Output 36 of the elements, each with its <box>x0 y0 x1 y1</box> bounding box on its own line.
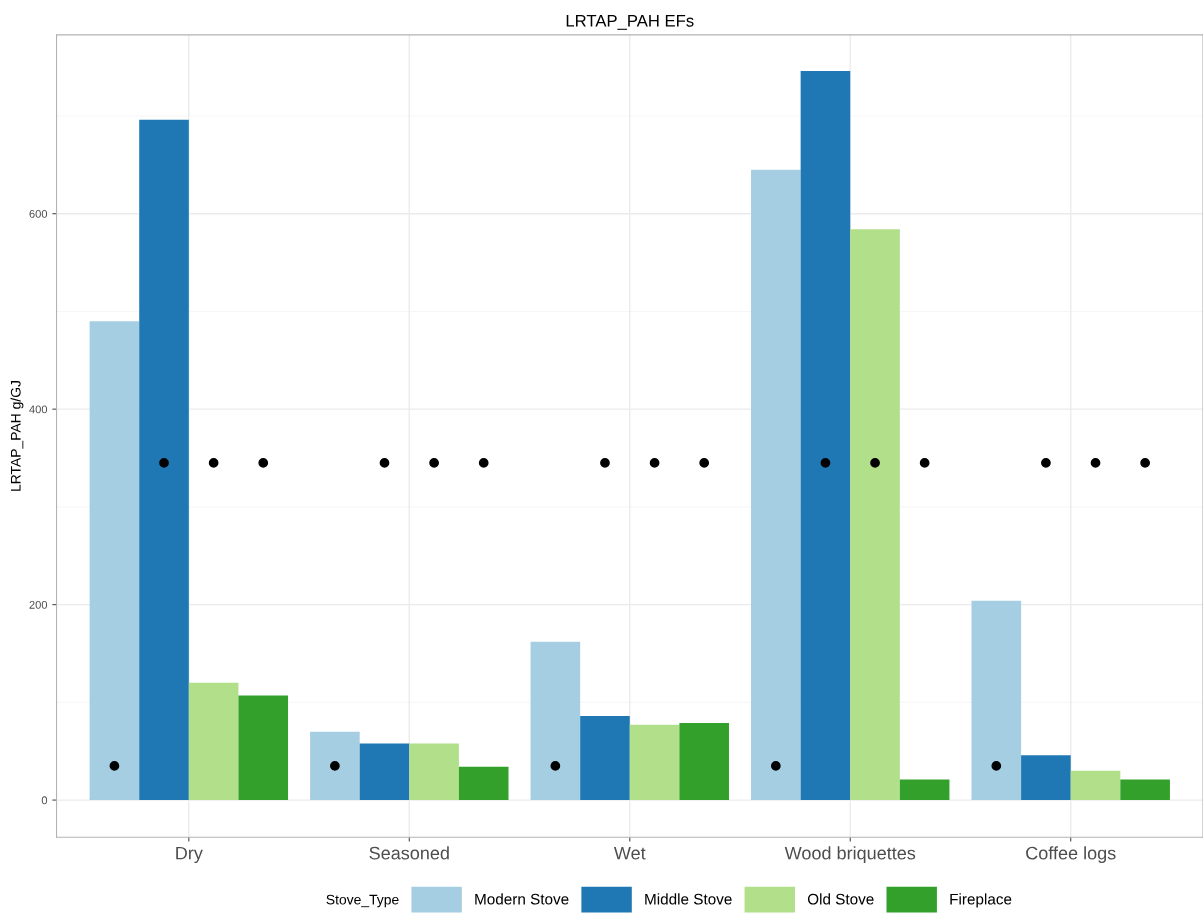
bar <box>751 169 801 801</box>
bar <box>188 682 239 801</box>
bar <box>800 71 851 801</box>
x-tick-label: Coffee logs <box>1026 846 1116 864</box>
chart-title: LRTAP_PAH EFs <box>566 15 694 30</box>
bar <box>629 724 680 801</box>
legend-title: Stove_Type <box>326 894 399 908</box>
bar <box>580 716 630 801</box>
bar <box>89 321 140 801</box>
bar <box>850 229 900 801</box>
bar <box>359 743 410 801</box>
legend-label: Middle Stove <box>645 893 732 905</box>
bar <box>1120 779 1170 801</box>
bar <box>139 119 189 801</box>
y-tick-label: 0 <box>41 796 48 805</box>
bar <box>899 779 950 801</box>
bar <box>1021 755 1071 801</box>
y-tick-label: 600 <box>29 209 48 218</box>
bar <box>530 641 581 801</box>
bar <box>971 600 1022 801</box>
x-tick-label: Seasoned <box>369 846 449 860</box>
bar <box>238 695 289 801</box>
bar <box>310 731 360 801</box>
x-tick-label: Wet <box>613 846 646 860</box>
legend-label: Modern Stove <box>475 893 569 905</box>
bar <box>458 766 509 801</box>
bar <box>409 743 459 801</box>
bar <box>1070 770 1121 801</box>
x-tick-label: Wood briquettes <box>784 846 916 864</box>
legend-label: Fireplace <box>950 893 1012 908</box>
y-axis-title: LRTAP_PAH g/GJ <box>10 381 24 491</box>
y-tick-label: 200 <box>29 600 48 609</box>
legend-label: Old Stove <box>807 893 874 905</box>
y-tick-label: 400 <box>29 405 48 414</box>
bar <box>679 722 729 801</box>
x-tick-label: Dry <box>176 846 203 864</box>
